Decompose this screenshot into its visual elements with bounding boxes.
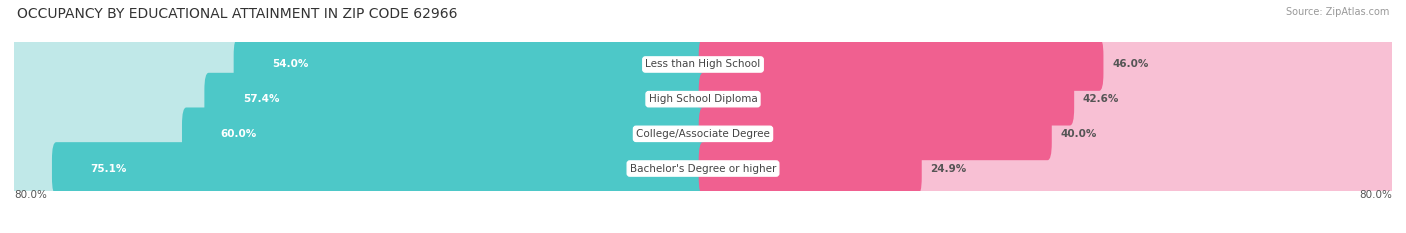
FancyBboxPatch shape (699, 38, 1104, 91)
FancyBboxPatch shape (204, 73, 707, 126)
FancyBboxPatch shape (699, 142, 1396, 195)
FancyBboxPatch shape (10, 142, 707, 195)
FancyBboxPatch shape (699, 107, 1396, 160)
FancyBboxPatch shape (699, 73, 1396, 126)
Text: Less than High School: Less than High School (645, 59, 761, 69)
Text: 57.4%: 57.4% (243, 94, 280, 104)
FancyBboxPatch shape (15, 59, 1391, 139)
Text: College/Associate Degree: College/Associate Degree (636, 129, 770, 139)
FancyBboxPatch shape (699, 73, 1074, 126)
Text: 54.0%: 54.0% (273, 59, 309, 69)
FancyBboxPatch shape (15, 129, 1391, 208)
FancyBboxPatch shape (699, 107, 1052, 160)
Text: 24.9%: 24.9% (931, 164, 966, 174)
FancyBboxPatch shape (10, 38, 707, 91)
Text: 46.0%: 46.0% (1112, 59, 1149, 69)
Text: Source: ZipAtlas.com: Source: ZipAtlas.com (1285, 7, 1389, 17)
Text: 60.0%: 60.0% (221, 129, 257, 139)
FancyBboxPatch shape (233, 38, 707, 91)
Text: Bachelor's Degree or higher: Bachelor's Degree or higher (630, 164, 776, 174)
Text: 80.0%: 80.0% (14, 190, 46, 200)
Text: OCCUPANCY BY EDUCATIONAL ATTAINMENT IN ZIP CODE 62966: OCCUPANCY BY EDUCATIONAL ATTAINMENT IN Z… (17, 7, 457, 21)
FancyBboxPatch shape (181, 107, 707, 160)
Text: High School Diploma: High School Diploma (648, 94, 758, 104)
FancyBboxPatch shape (15, 25, 1391, 104)
FancyBboxPatch shape (10, 107, 707, 160)
FancyBboxPatch shape (699, 38, 1396, 91)
Text: 80.0%: 80.0% (1360, 190, 1392, 200)
Text: 42.6%: 42.6% (1083, 94, 1119, 104)
Text: 75.1%: 75.1% (91, 164, 127, 174)
FancyBboxPatch shape (52, 142, 707, 195)
FancyBboxPatch shape (699, 142, 922, 195)
FancyBboxPatch shape (15, 94, 1391, 174)
Text: 40.0%: 40.0% (1060, 129, 1097, 139)
FancyBboxPatch shape (10, 73, 707, 126)
